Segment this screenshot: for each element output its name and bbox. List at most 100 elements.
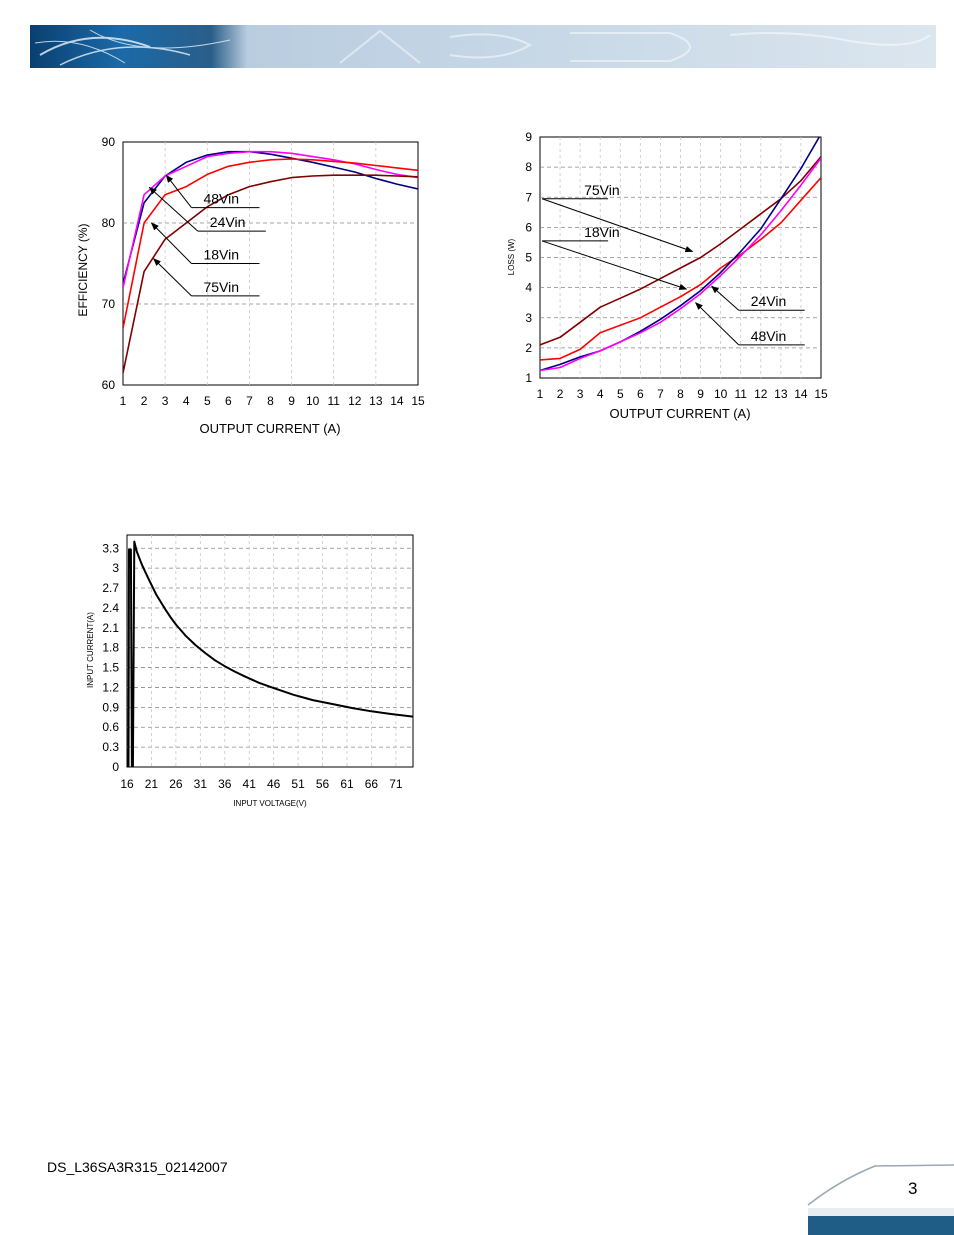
x-tick-label: 3	[577, 387, 584, 401]
y-tick-label: 0	[112, 760, 119, 774]
annotation-label-24vin: 24Vin	[210, 214, 246, 230]
y-tick-label: 0.3	[102, 740, 119, 754]
series-line-24vin	[540, 157, 821, 372]
y-tick-label: 0.6	[102, 720, 119, 734]
x-tick-label: 31	[194, 777, 208, 791]
y-tick-label: 0.9	[102, 700, 119, 714]
series-lines	[123, 150, 418, 374]
y-tick-label: 80	[102, 216, 116, 230]
y-tick-label: 70	[102, 297, 116, 311]
y-tick-label: 3.3	[102, 541, 119, 555]
annotations: 48Vin 24Vin 18Vin 75Vin	[148, 174, 266, 297]
series-line-18vin	[540, 177, 821, 361]
x-tick-label: 66	[365, 777, 379, 791]
x-tick-label: 2	[557, 387, 564, 401]
grid-lines	[540, 137, 821, 378]
x-tick-label: 46	[267, 777, 281, 791]
y-tick-label: 6	[525, 220, 532, 234]
y-tick-label: 2	[525, 341, 532, 355]
annotation-label-75vin: 75Vin	[203, 279, 239, 295]
footer-document-id: DS_L36SA3R315_02142007	[47, 1159, 228, 1175]
annotation-arrow	[150, 222, 192, 264]
y-tick-label: 8	[525, 160, 532, 174]
x-tick-label: 15	[814, 387, 828, 401]
series-line	[127, 540, 413, 767]
footer-decoration	[807, 1164, 954, 1235]
series-line-18vin	[123, 158, 418, 329]
x-tick-label: 8	[677, 387, 684, 401]
annotation-arrow	[541, 240, 688, 290]
series-line-24vin	[123, 150, 418, 288]
y-tick-label: 1.8	[102, 641, 119, 655]
x-tick-label: 13	[774, 387, 788, 401]
annotation-label-48vin: 48Vin	[203, 191, 239, 207]
x-tick-label: 6	[225, 394, 232, 408]
y-tick-label: 60	[102, 378, 116, 392]
y-tick-label: 5	[525, 251, 532, 265]
y-axis-label: INPUT CURRENT(A)	[86, 612, 95, 688]
series-lines	[540, 137, 821, 372]
tick-labels: 0 0.3 0.6 0.9 1.2 1.5 1.8 2.1 2.4 2.7 3 3.3 16 21 26 31…	[102, 541, 403, 791]
x-tick-label: 9	[288, 394, 295, 408]
series-line-48vin	[540, 137, 821, 372]
x-tick-label: 2	[141, 394, 148, 408]
x-tick-label: 36	[218, 777, 232, 791]
annotation-arrow	[541, 198, 694, 253]
y-tick-label: 3	[112, 561, 119, 575]
page-number: 3	[908, 1179, 918, 1198]
x-tick-label: 1	[537, 387, 544, 401]
annotation-arrow	[694, 302, 740, 346]
x-tick-label: 10	[306, 394, 320, 408]
x-tick-label: 3	[162, 394, 169, 408]
y-tick-label: 90	[102, 135, 116, 149]
x-tick-label: 15	[411, 394, 425, 408]
plot-area	[126, 534, 414, 768]
y-tick-label: 3	[525, 311, 532, 325]
y-tick-label: 2.7	[102, 581, 119, 595]
y-tick-label: 1.2	[102, 680, 119, 694]
x-tick-label: 4	[183, 394, 190, 408]
x-tick-label: 12	[754, 387, 768, 401]
annotation-arrow	[165, 174, 192, 208]
x-tick-label: 21	[145, 777, 159, 791]
x-tick-label: 56	[316, 777, 330, 791]
input-current-chart: 0 0.3 0.6 0.9 1.2 1.5 1.8 2.1 2.4 2.7 3 3.3 16 21 26 31…	[86, 534, 414, 808]
y-tick-label: 1.5	[102, 661, 119, 675]
banner-light-streaks	[34, 29, 231, 66]
annotation-label-75vin: 75Vin	[584, 182, 620, 198]
grid-lines	[127, 535, 413, 767]
y-axis-label: EFFICIENCY (%)	[76, 223, 90, 316]
x-tick-label: 14	[390, 394, 404, 408]
series-line-75vin	[540, 156, 821, 346]
x-tick-label: 1	[120, 394, 127, 408]
y-tick-label: 7	[525, 190, 532, 204]
y-tick-label: 2.4	[102, 601, 119, 615]
x-axis-label: OUTPUT CURRENT (A)	[609, 406, 750, 421]
y-tick-label: 2.1	[102, 621, 119, 635]
x-tick-label: 7	[246, 394, 253, 408]
annotation-arrow	[148, 186, 199, 232]
banner-background	[30, 25, 936, 68]
x-tick-label: 8	[267, 394, 274, 408]
x-tick-label: 9	[697, 387, 704, 401]
y-axis-label: LOSS (W)	[507, 238, 516, 275]
y-tick-label: 9	[525, 130, 532, 144]
y-tick-label: 1	[525, 371, 532, 385]
banner-watermark-shapes	[339, 29, 931, 64]
x-tick-label: 11	[327, 394, 340, 408]
x-tick-label: 61	[340, 777, 354, 791]
x-tick-label: 13	[369, 394, 383, 408]
x-tick-label: 12	[348, 394, 362, 408]
series-line-48vin	[123, 150, 418, 285]
annotation-label-18vin: 18Vin	[584, 224, 620, 240]
x-tick-label: 26	[169, 777, 183, 791]
x-axis-label: OUTPUT CURRENT (A)	[199, 421, 340, 436]
x-axis-label: INPUT VOLTAGE(V)	[233, 799, 307, 808]
y-tick-label: 4	[525, 281, 532, 295]
x-tick-label: 41	[243, 777, 257, 791]
x-tick-label: 51	[291, 777, 305, 791]
x-tick-label: 5	[617, 387, 624, 401]
